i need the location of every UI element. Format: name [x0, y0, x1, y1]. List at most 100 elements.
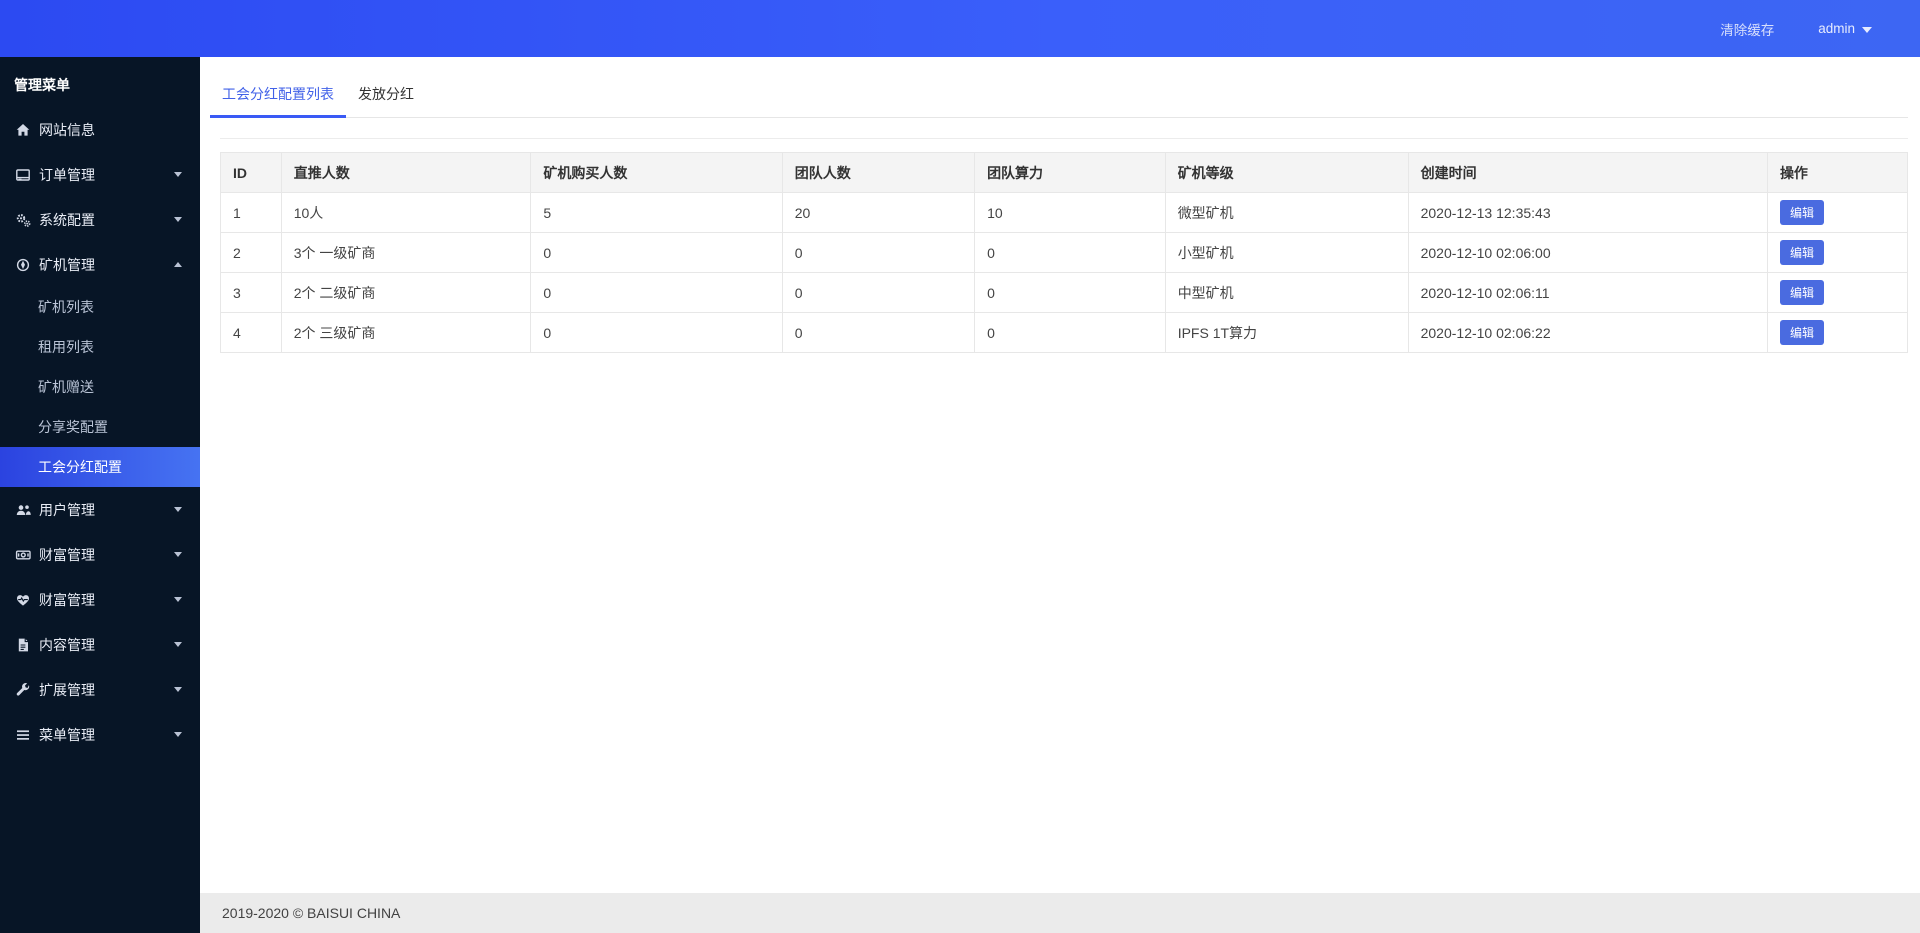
- sidebar-item-label: 用户管理: [39, 501, 95, 518]
- divider: [220, 138, 1908, 139]
- table-row: 3 2个 二级矿商 0 0 0 中型矿机 2020-12-10 02:06:11…: [220, 272, 1909, 313]
- cell-direct-referrals: 3个 一级矿商: [280, 232, 532, 273]
- orders-icon: [14, 167, 32, 183]
- file-icon: [14, 637, 32, 653]
- cell-miner-buyers: 0: [530, 232, 783, 273]
- sidebar-item-label: 内容管理: [39, 636, 95, 653]
- dividend-config-table: ID 直推人数 矿机购买人数 团队人数 团队算力 矿机等级 创建时间 操作 1 …: [220, 152, 1909, 353]
- cell-miner-level: IPFS 1T算力: [1164, 312, 1409, 353]
- sidebar-submenu-miner-mgmt: 矿机列表 租用列表 矿机赠送 分享奖配置 工会分红配置: [0, 287, 200, 487]
- chevron-down-icon: [1862, 26, 1872, 33]
- cell-miner-buyers: 0: [530, 312, 783, 353]
- sidebar-item-user-mgmt[interactable]: 用户管理: [0, 487, 200, 532]
- tab-issue-dividend[interactable]: 发放分红: [358, 86, 414, 102]
- user-menu[interactable]: admin: [1818, 21, 1872, 36]
- cell-team-size: 0: [781, 272, 976, 313]
- home-icon: [14, 122, 32, 138]
- clear-cache-link[interactable]: 清除缓存: [1720, 22, 1775, 38]
- cell-team-size: 20: [781, 192, 976, 233]
- cell-created-at: 2020-12-13 12:35:43: [1407, 192, 1768, 233]
- cell-actions: 编辑: [1766, 312, 1909, 353]
- cell-id: 1: [220, 192, 282, 233]
- copyright-text: 2019-2020 © BAISUI CHINA: [222, 905, 401, 921]
- cell-miner-buyers: 5: [530, 192, 783, 233]
- table-wrap: ID 直推人数 矿机购买人数 团队人数 团队算力 矿机等级 创建时间 操作 1 …: [220, 152, 1909, 353]
- sidebar-item-content-mgmt[interactable]: 内容管理: [0, 622, 200, 667]
- cell-team-hashrate: 0: [974, 272, 1166, 313]
- sidebar-item-website-info[interactable]: 网站信息: [0, 107, 200, 152]
- sidebar-item-label: 系统配置: [39, 211, 95, 228]
- wrench-icon: [14, 682, 32, 698]
- col-created-at: 创建时间: [1407, 152, 1768, 193]
- cell-direct-referrals: 2个 二级矿商: [280, 272, 532, 313]
- sidebar-item-miner-mgmt[interactable]: 矿机管理: [0, 242, 200, 287]
- main-area: 工会分红配置列表 发放分红 ID 直推人数 矿机购买人数 团队人数 团队算力: [200, 57, 1920, 933]
- table-row: 1 10人 5 20 10 微型矿机 2020-12-13 12:35:43 编…: [220, 192, 1909, 233]
- col-team-hashrate: 团队算力: [974, 152, 1166, 193]
- col-id: ID: [220, 152, 282, 193]
- cell-id: 2: [220, 232, 282, 273]
- chevron-up-icon: [174, 262, 182, 267]
- cell-miner-level: 小型矿机: [1164, 232, 1409, 273]
- cell-actions: 编辑: [1766, 272, 1909, 313]
- cell-actions: 编辑: [1766, 192, 1909, 233]
- chevron-down-icon: [174, 597, 182, 602]
- sidebar-subitem-miner-gift[interactable]: 矿机赠送: [38, 379, 94, 395]
- sidebar-subitem-share-reward-config[interactable]: 分享奖配置: [38, 419, 108, 435]
- sidebar-item-label: 矿机管理: [39, 256, 95, 273]
- rebel-icon: [14, 257, 32, 273]
- col-team-size: 团队人数: [781, 152, 976, 193]
- cell-direct-referrals: 2个 三级矿商: [280, 312, 532, 353]
- sidebar-item-order-mgmt[interactable]: 订单管理: [0, 152, 200, 197]
- chevron-down-icon: [174, 642, 182, 647]
- cell-id: 3: [220, 272, 282, 313]
- username: admin: [1818, 21, 1855, 36]
- cell-team-size: 0: [781, 232, 976, 273]
- col-actions: 操作: [1766, 152, 1909, 193]
- sidebar-item-label: 财富管理: [39, 546, 95, 563]
- col-miner-level: 矿机等级: [1164, 152, 1409, 193]
- chevron-down-icon: [174, 552, 182, 557]
- sidebar-item-label: 财富管理: [39, 591, 95, 608]
- cell-created-at: 2020-12-10 02:06:11: [1407, 272, 1768, 313]
- sidebar-item-menu-mgmt[interactable]: 菜单管理: [0, 712, 200, 757]
- money-icon: [14, 547, 32, 563]
- sidebar-subitem-rent-list[interactable]: 租用列表: [38, 339, 94, 355]
- edit-button[interactable]: 编辑: [1779, 200, 1824, 225]
- edit-button[interactable]: 编辑: [1779, 240, 1824, 265]
- sidebar-item-label: 扩展管理: [39, 681, 95, 698]
- sidebar-item-label: 订单管理: [39, 166, 95, 183]
- chevron-down-icon: [174, 172, 182, 177]
- chevron-down-icon: [174, 732, 182, 737]
- footer: 2019-2020 © BAISUI CHINA: [200, 893, 1920, 933]
- chevron-down-icon: [174, 507, 182, 512]
- cell-miner-level: 中型矿机: [1164, 272, 1409, 313]
- table-row: 2 3个 一级矿商 0 0 0 小型矿机 2020-12-10 02:06:00…: [220, 232, 1909, 273]
- cell-id: 4: [220, 312, 282, 353]
- topbar: 清除缓存 admin: [0, 0, 1920, 57]
- cell-team-hashrate: 0: [974, 232, 1166, 273]
- sidebar-subitem-miner-list[interactable]: 矿机列表: [38, 299, 94, 315]
- table-header-row: ID 直推人数 矿机购买人数 团队人数 团队算力 矿机等级 创建时间 操作: [220, 152, 1909, 193]
- chevron-down-icon: [174, 687, 182, 692]
- cell-created-at: 2020-12-10 02:06:22: [1407, 312, 1768, 353]
- table-row: 4 2个 三级矿商 0 0 0 IPFS 1T算力 2020-12-10 02:…: [220, 312, 1909, 353]
- users-icon: [14, 502, 32, 518]
- sidebar-item-label: 网站信息: [39, 121, 95, 138]
- tab-union-dividend-list[interactable]: 工会分红配置列表: [210, 76, 346, 118]
- cell-miner-buyers: 0: [530, 272, 783, 313]
- edit-button[interactable]: 编辑: [1779, 280, 1824, 305]
- sidebar-item-system-config[interactable]: 系统配置: [0, 197, 200, 242]
- cell-actions: 编辑: [1766, 232, 1909, 273]
- col-miner-buyers: 矿机购买人数: [530, 152, 783, 193]
- sidebar-subitem-union-dividend-config[interactable]: 工会分红配置: [0, 447, 200, 487]
- sidebar-item-wealth-mgmt-2[interactable]: 财富管理: [0, 577, 200, 622]
- cell-team-hashrate: 10: [974, 192, 1166, 233]
- sidebar-item-extension-mgmt[interactable]: 扩展管理: [0, 667, 200, 712]
- sidebar-item-wealth-mgmt-1[interactable]: 财富管理: [0, 532, 200, 577]
- cell-miner-level: 微型矿机: [1164, 192, 1409, 233]
- col-direct-referrals: 直推人数: [280, 152, 532, 193]
- cell-created-at: 2020-12-10 02:06:00: [1407, 232, 1768, 273]
- gears-icon: [14, 212, 32, 228]
- edit-button[interactable]: 编辑: [1779, 320, 1824, 345]
